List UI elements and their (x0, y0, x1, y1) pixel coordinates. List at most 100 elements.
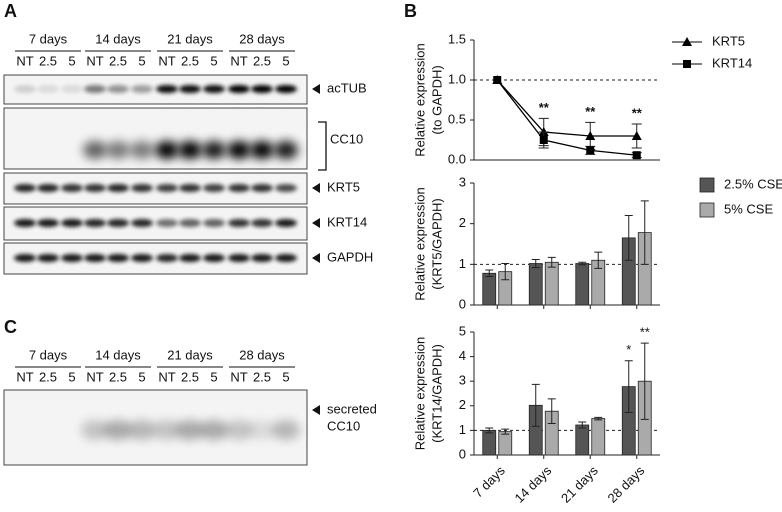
error-bar (624, 360, 633, 413)
y-axis-label: Relative expression (412, 337, 427, 450)
blot-band (179, 219, 201, 227)
y-axis-label: (to GAPDH) (429, 65, 444, 134)
bar (482, 272, 497, 306)
annotation: ** (632, 105, 643, 120)
x-tick-label: 28 days (604, 463, 647, 506)
y-tick-label: 1.0 (448, 71, 466, 86)
marker (631, 131, 642, 140)
error-bar (531, 258, 540, 269)
lane-label: 5 (210, 53, 217, 68)
lane-label: NT (158, 369, 175, 384)
y-tick-label: 0.5 (448, 111, 466, 126)
x-tick-label: 7 days (470, 463, 508, 501)
blot-band (200, 420, 228, 440)
marker (539, 136, 548, 144)
legend-label: 2.5% CSE (724, 176, 782, 191)
blot-band (251, 254, 273, 262)
blot-band (275, 184, 297, 192)
blot-band (153, 420, 181, 440)
blot-band (37, 219, 59, 227)
lane-label: 2.5 (253, 53, 271, 68)
blot-band (156, 184, 178, 192)
error-bar (501, 263, 510, 281)
lane-label: 2.5 (39, 369, 57, 384)
y-tick-label: 4 (459, 348, 466, 363)
blot-band (37, 254, 59, 262)
marker (493, 76, 502, 84)
y-tick-label: 2 (459, 215, 466, 230)
blot-band (228, 85, 250, 93)
blot-band (250, 141, 274, 159)
blot-band (275, 85, 297, 93)
lane-label: 5 (282, 369, 289, 384)
error-bar (547, 398, 556, 425)
blot-band (61, 254, 83, 262)
legend-label: 5% CSE (724, 201, 773, 216)
arrow (312, 183, 320, 193)
blot-band (179, 254, 201, 262)
group-label: 21 days (167, 31, 213, 46)
group-label: 28 days (239, 347, 285, 362)
y-tick-label: 1.5 (448, 31, 466, 46)
blot-band (84, 184, 106, 192)
blot-band (84, 219, 106, 227)
y-tick-label: 0.0 (448, 151, 466, 166)
blot-band (81, 420, 109, 440)
panel-label: A (4, 1, 17, 21)
blot-band (251, 219, 273, 227)
blot-band (155, 141, 179, 159)
blot-band (203, 219, 225, 227)
error-bar (578, 421, 587, 429)
error-bar (531, 383, 540, 427)
legend-swatch (699, 177, 715, 193)
blot-band (203, 254, 225, 262)
lane-label: 2.5 (181, 53, 199, 68)
y-tick-label: 1 (459, 422, 466, 437)
blot-band (203, 85, 225, 93)
blot-band (83, 141, 107, 159)
legend-marker (683, 60, 691, 68)
annotation: ** (539, 100, 550, 115)
blot-band (156, 254, 178, 262)
blot-band (228, 219, 250, 227)
blot-band (14, 85, 36, 93)
arrow (312, 84, 320, 94)
blot-band (61, 85, 83, 93)
blot-band (107, 184, 129, 192)
x-tick-label: 21 days (558, 463, 601, 506)
blot-band (251, 85, 273, 93)
blot-band (272, 420, 300, 440)
group-label: 7 days (29, 31, 68, 46)
lane-label: NT (16, 369, 33, 384)
marker (586, 146, 595, 155)
blots: 7 days NT 2.5 5 14 days NT 2.5 5 21 days NT 2.5 5 28… (3, 31, 377, 466)
error-bar (485, 269, 494, 278)
lane-label: 5 (138, 369, 145, 384)
bar (544, 261, 559, 306)
panel-label: B (404, 1, 417, 21)
blot-band (37, 85, 59, 93)
lane-label: 5 (68, 369, 75, 384)
blot-band (37, 184, 59, 192)
y-tick-label: 3 (459, 373, 466, 388)
x-tick-label: 14 days (511, 463, 554, 506)
error-bar (547, 256, 556, 268)
lane-label: 5 (138, 53, 145, 68)
blot-band (14, 254, 36, 262)
bar (498, 431, 513, 456)
blot-band (203, 184, 225, 192)
blot-band (274, 141, 298, 159)
blot-band (131, 219, 153, 227)
arrow (312, 253, 320, 263)
y-tick-label: 2 (459, 397, 466, 412)
annotation: ** (640, 325, 650, 340)
line (496, 79, 637, 137)
y-tick-label: 1 (459, 256, 466, 271)
group-label: 7 days (29, 347, 68, 362)
lane-label: NT (230, 369, 247, 384)
lane-label: 2.5 (253, 369, 271, 384)
protein-label: KRT5 (327, 179, 360, 194)
blot-band (130, 141, 154, 159)
lane-label: NT (230, 53, 247, 68)
